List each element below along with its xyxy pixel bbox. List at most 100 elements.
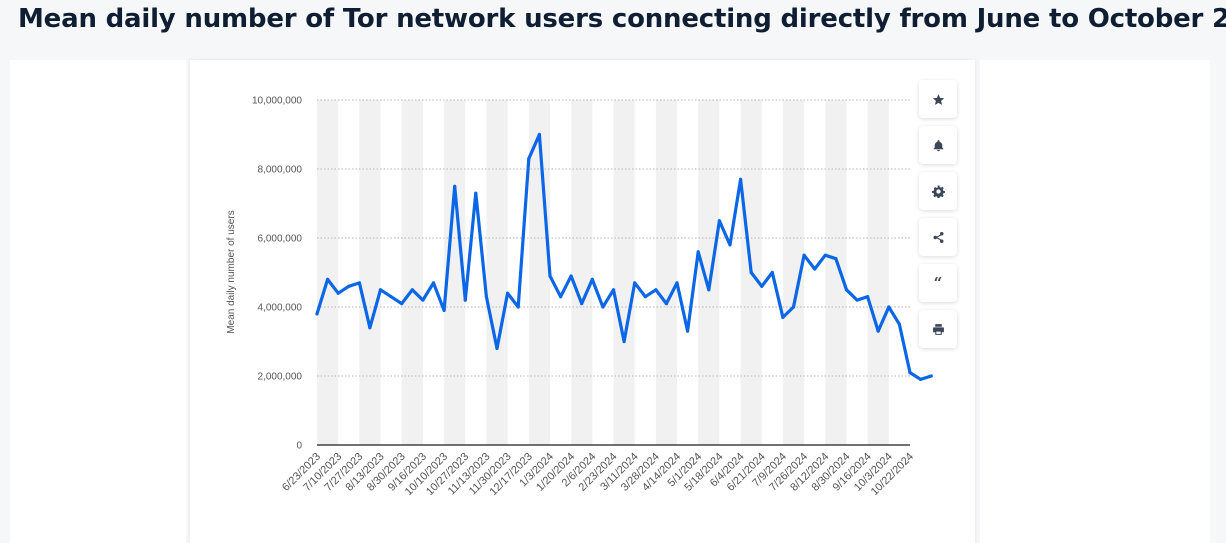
favorite-button[interactable]: [919, 80, 957, 118]
x-band: [359, 100, 381, 445]
chart-card: 0 2,000,000 4,000,000 6,000,000 8,000,000 10,…: [190, 60, 975, 543]
data-point: [527, 157, 531, 161]
data-point: [537, 132, 541, 137]
data-point: [453, 184, 457, 188]
printer-icon: [932, 323, 944, 335]
share-button[interactable]: [919, 218, 957, 256]
data-point: [654, 288, 658, 292]
x-band: [655, 100, 678, 445]
data-point: [686, 329, 690, 333]
y-tick-label: 4,000,000: [258, 303, 303, 314]
data-point: [368, 326, 372, 330]
data-point: [484, 295, 488, 299]
data-point: [421, 298, 425, 302]
data-point: [569, 274, 573, 278]
data-point: [378, 288, 383, 292]
x-band: [613, 100, 635, 445]
gear-icon: [931, 185, 945, 198]
page-title: Mean daily number of Tor network users c…: [18, 4, 1226, 34]
data-point: [823, 253, 827, 257]
data-point: [315, 312, 319, 316]
data-point: [760, 284, 764, 288]
data-point: [770, 270, 774, 275]
data-point: [749, 270, 753, 275]
data-point: [929, 374, 933, 378]
data-point: [643, 295, 647, 299]
print-button[interactable]: [919, 310, 957, 348]
data-point: [633, 281, 637, 285]
data-point: [506, 291, 510, 295]
data-point: [580, 302, 584, 306]
quote-icon: “: [933, 273, 943, 292]
x-band: [571, 100, 593, 445]
data-point: [495, 346, 499, 350]
data-point: [897, 322, 902, 326]
data-point: [908, 371, 912, 375]
data-point: [559, 295, 563, 299]
x-band: [867, 100, 889, 445]
data-point: [590, 277, 594, 281]
bell-icon: [933, 139, 943, 151]
y-tick-label: 0: [296, 441, 302, 452]
cite-button[interactable]: “: [919, 264, 957, 302]
series: [315, 132, 933, 381]
data-point: [791, 305, 796, 309]
y-tick-label: 10,000,000: [252, 96, 302, 107]
y-axis-ticks: 0 2,000,000 4,000,000 6,000,000 8,000,000 10,…: [252, 96, 303, 452]
star-icon: [932, 93, 944, 105]
data-point: [707, 288, 711, 292]
data-point: [463, 298, 467, 302]
data-point: [866, 295, 870, 299]
data-point: [431, 281, 436, 285]
left-panel: [10, 60, 186, 543]
right-gutter: [980, 60, 1210, 543]
data-point: [834, 257, 838, 261]
data-point: [389, 295, 393, 299]
data-point: [516, 305, 520, 309]
data-point: [844, 288, 849, 292]
y-axis-label: Mean daily number of users: [226, 210, 237, 333]
data-point: [728, 243, 732, 247]
data-point: [326, 277, 330, 281]
data-point: [336, 291, 340, 295]
x-band: [698, 100, 720, 445]
x-bands: [317, 100, 889, 445]
data-point: [855, 298, 859, 302]
chart-toolbar: “: [919, 80, 957, 356]
data-point: [802, 253, 806, 257]
data-point: [919, 377, 923, 381]
x-axis-ticks: 6/23/20237/10/20237/27/20238/13/20238/30…: [280, 451, 916, 498]
data-point: [876, 329, 880, 333]
line-chart: 0 2,000,000 4,000,000 6,000,000 8,000,000 10,…: [226, 96, 933, 498]
data-point: [611, 288, 616, 292]
y-tick-label: 2,000,000: [258, 372, 303, 383]
y-tick-label: 6,000,000: [258, 234, 303, 245]
x-band: [317, 100, 339, 445]
data-point: [442, 308, 446, 312]
x-band: [782, 100, 805, 445]
data-point: [622, 339, 626, 344]
data-point: [675, 281, 679, 285]
x-band: [486, 100, 508, 445]
data-point: [781, 315, 785, 319]
data-point: [813, 267, 817, 271]
data-point: [474, 191, 478, 195]
x-band: [825, 100, 847, 445]
y-tick-label: 8,000,000: [258, 165, 303, 176]
settings-button[interactable]: [919, 172, 957, 210]
data-point: [548, 274, 552, 278]
share-icon: [933, 231, 943, 243]
data-point: [357, 281, 361, 285]
data-point: [664, 302, 668, 306]
data-point: [717, 219, 722, 223]
data-point: [739, 177, 743, 181]
x-band: [401, 100, 423, 445]
data-point: [887, 305, 891, 309]
data-point: [601, 305, 605, 309]
data-point: [347, 284, 351, 288]
data-point: [400, 302, 404, 306]
x-band: [444, 100, 466, 445]
y-gridlines: [317, 99, 910, 377]
notification-button[interactable]: [919, 126, 957, 164]
data-point: [410, 288, 414, 292]
